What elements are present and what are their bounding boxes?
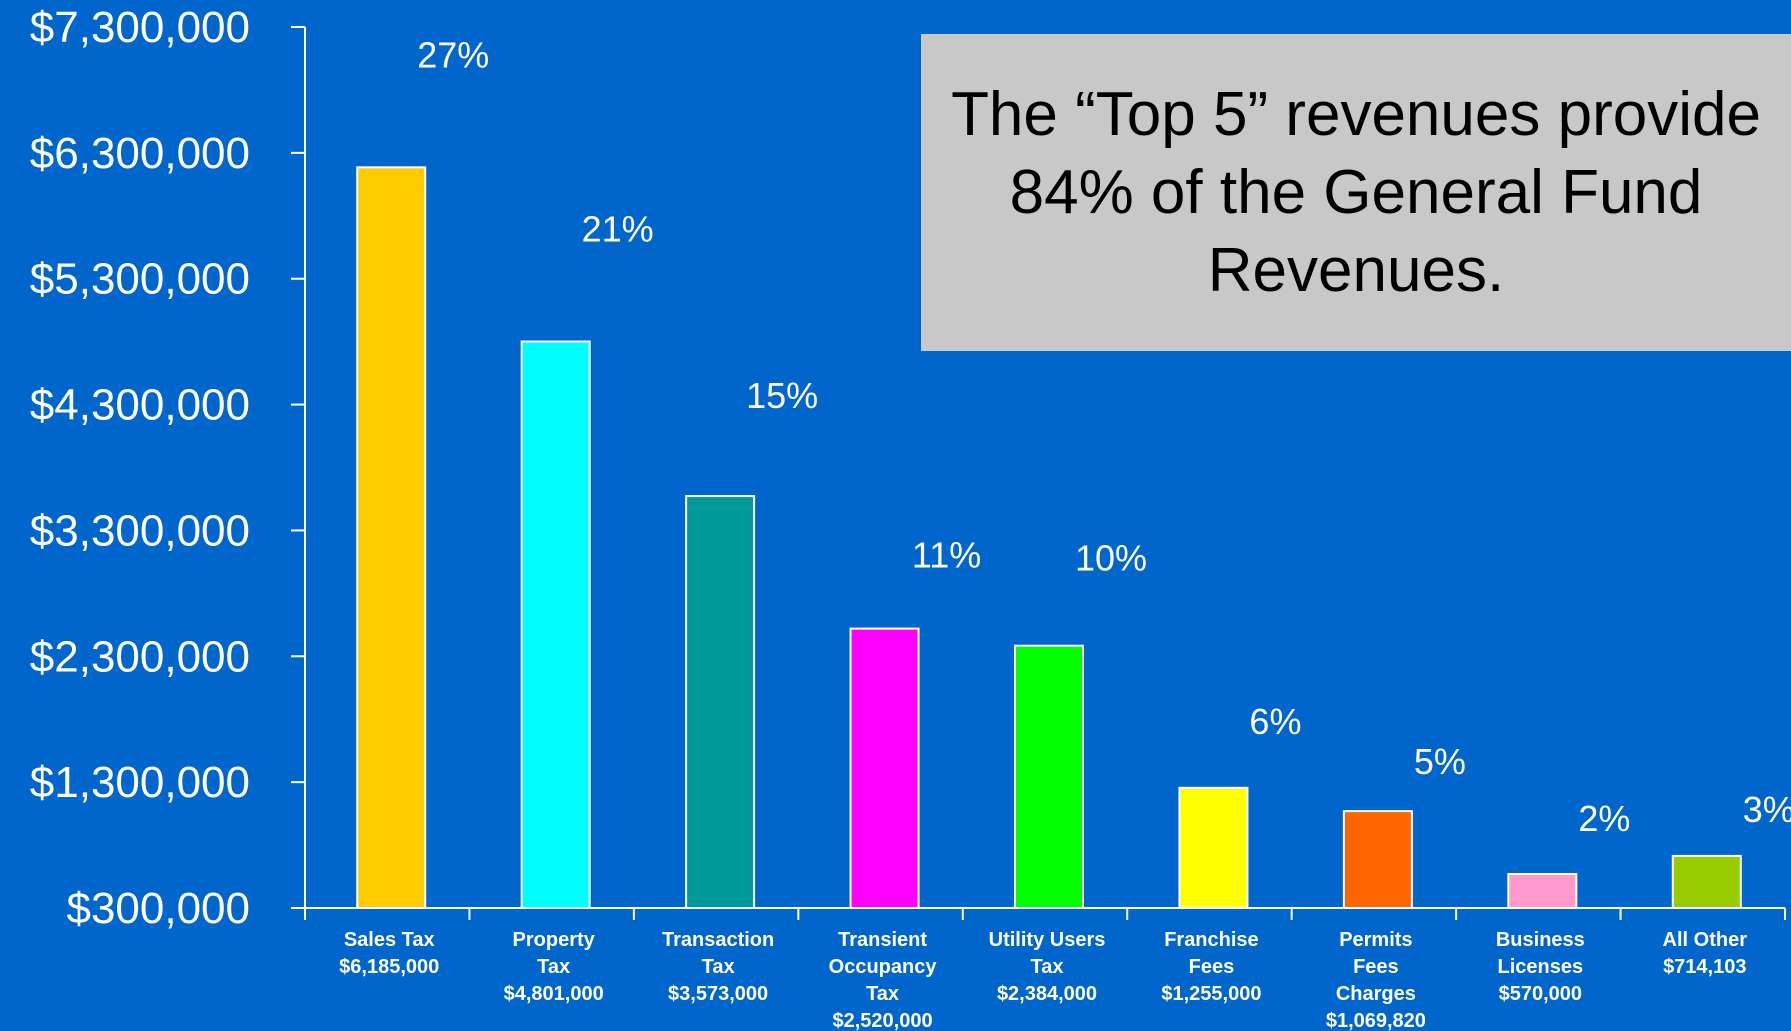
category-label: $3,573,000 xyxy=(668,983,768,1005)
category-label: Fees xyxy=(1353,956,1399,978)
y-tick-label: $3,300,000 xyxy=(30,506,250,555)
category-label: Transient xyxy=(838,929,927,951)
bar xyxy=(1014,644,1084,909)
category-label: $570,000 xyxy=(1499,983,1582,1005)
percent-label: 10% xyxy=(1075,538,1147,579)
percent-label: 6% xyxy=(1249,701,1301,742)
category-label: $1,255,000 xyxy=(1161,983,1261,1005)
category-label: $1,069,820 xyxy=(1326,1010,1426,1031)
percent-label: 27% xyxy=(417,34,489,75)
category-label: All Other xyxy=(1663,929,1748,951)
category-label: Tax xyxy=(866,983,899,1005)
category-label: $2,520,000 xyxy=(833,1010,933,1031)
bar xyxy=(1178,786,1249,910)
category-label: $2,384,000 xyxy=(997,983,1097,1005)
category-label: Licenses xyxy=(1498,956,1584,978)
bar xyxy=(1507,873,1578,909)
category-label: Sales Tax xyxy=(344,929,435,951)
category-label: Tax xyxy=(1031,956,1064,978)
category-label: Transaction xyxy=(662,929,774,951)
percent-label: 5% xyxy=(1414,741,1466,782)
percent-label: 15% xyxy=(746,375,818,416)
y-tick-label: $2,300,000 xyxy=(30,632,250,681)
category-label: Charges xyxy=(1336,983,1416,1005)
y-tick-label: $1,300,000 xyxy=(30,758,250,807)
bar xyxy=(356,166,427,910)
category-label: $4,801,000 xyxy=(504,983,604,1005)
bar xyxy=(520,340,591,909)
category-label: Fees xyxy=(1189,956,1235,978)
bar xyxy=(849,627,920,910)
category-label: Tax xyxy=(537,956,570,978)
y-tick-label: $6,300,000 xyxy=(30,129,250,178)
callout-text: The “Top 5” revenues provide 84% of the … xyxy=(951,79,1761,305)
percent-label: 11% xyxy=(912,535,981,576)
category-label: Permits xyxy=(1339,929,1412,951)
y-tick-label: $7,300,000 xyxy=(30,3,250,52)
y-tick-label: $300,000 xyxy=(66,884,250,933)
bar xyxy=(1671,854,1742,910)
y-tick-label: $5,300,000 xyxy=(30,255,250,304)
bar xyxy=(1342,810,1413,910)
bar xyxy=(685,495,756,909)
percent-label: 2% xyxy=(1578,798,1630,839)
category-label: Utility Users xyxy=(989,929,1106,951)
category-label: Property xyxy=(513,929,596,951)
category-label: Tax xyxy=(702,956,735,978)
category-label: Franchise xyxy=(1164,929,1258,951)
y-tick-label: $4,300,000 xyxy=(30,381,250,430)
percent-label: 3% xyxy=(1743,789,1791,830)
category-label: Occupancy xyxy=(829,956,938,978)
category-label: $714,103 xyxy=(1663,956,1746,978)
top5-callout-box: The “Top 5” revenues provide 84% of the … xyxy=(921,34,1791,351)
category-label: Business xyxy=(1496,929,1585,951)
category-label: $6,185,000 xyxy=(339,956,439,978)
percent-label: 21% xyxy=(582,209,654,250)
